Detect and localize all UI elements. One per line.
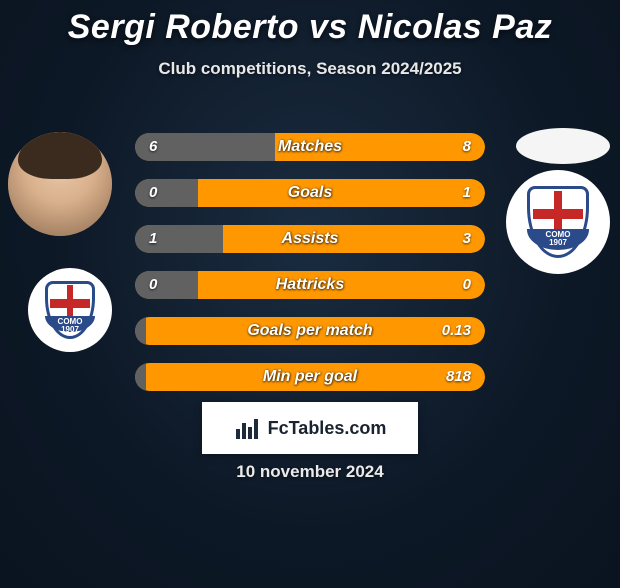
stat-row: 0.13Goals per match (135, 317, 485, 345)
footer-logo-text: FcTables.com (268, 418, 387, 439)
player-left-avatar (8, 132, 112, 236)
date-label: 10 november 2024 (0, 462, 620, 482)
club-badge-right: COMO 1907 (506, 170, 610, 274)
stat-label: Goals (135, 179, 485, 207)
stats-container: 68Matches 01Goals 13Assists 00Hattricks 0.13… (135, 133, 485, 409)
club-year-small: 1907 (61, 325, 79, 334)
shield-band: COMO 1907 (527, 229, 589, 249)
avatar-hair-icon (18, 132, 101, 179)
como-shield-icon: COMO 1907 (45, 281, 95, 340)
page-subtitle: Club competitions, Season 2024/2025 (0, 59, 620, 79)
fctables-chart-icon (234, 415, 260, 441)
page-title: Sergi Roberto vs Nicolas Paz (0, 8, 620, 47)
stat-row: 00Hattricks (135, 271, 485, 299)
como-shield-icon: COMO 1907 (527, 186, 589, 259)
stat-label: Hattricks (135, 271, 485, 299)
cross-horizontal-icon (533, 209, 583, 219)
stat-label: Matches (135, 133, 485, 161)
stat-label: Goals per match (135, 317, 485, 345)
shield-band: COMO 1907 (45, 316, 95, 332)
stat-row: 818Min per goal (135, 363, 485, 391)
club-badge-left: COMO 1907 (28, 268, 112, 352)
footer-logo-card: FcTables.com (202, 402, 418, 454)
cross-horizontal-icon (50, 299, 90, 307)
stat-row: 68Matches (135, 133, 485, 161)
stat-row: 13Assists (135, 225, 485, 253)
stat-row: 01Goals (135, 179, 485, 207)
stat-label: Min per goal (135, 363, 485, 391)
stat-label: Assists (135, 225, 485, 253)
player-right-avatar (516, 128, 610, 164)
club-year-small: 1907 (549, 238, 567, 247)
